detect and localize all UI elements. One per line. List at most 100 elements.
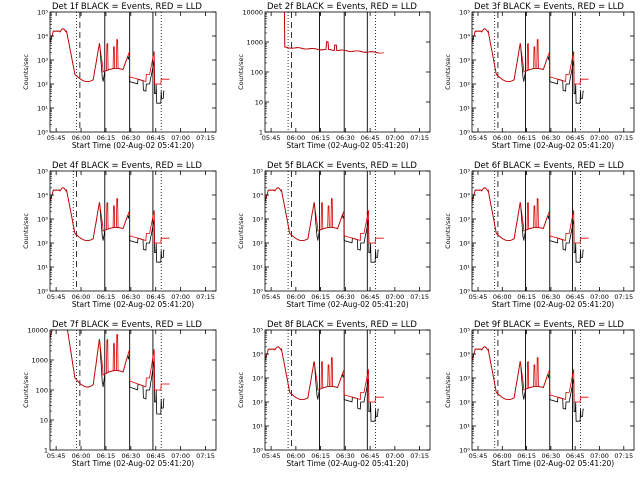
series-lld-line xyxy=(50,187,170,244)
series-events-line xyxy=(472,28,584,104)
panel-title: Det 5f BLACK = Events, RED = LLD xyxy=(267,161,417,171)
x-tick-label: 06:30 xyxy=(121,452,140,460)
x-tick-label: 07:00 xyxy=(385,134,404,142)
panel-title: Det 8f BLACK = Events, RED = LLD xyxy=(267,320,417,330)
plot-frame xyxy=(471,329,635,451)
y-tick-label: 100 xyxy=(36,387,48,395)
panel-det-8: Det 8f BLACK = Events, RED = LLD 10⁰ 10¹ 10… xyxy=(237,320,431,468)
y-tick-label: 10² xyxy=(459,81,470,89)
x-tick-label: 06:15 xyxy=(517,293,536,301)
y-axis-label: Counts/sec xyxy=(22,54,30,90)
y-tick-label: 10² xyxy=(459,399,470,407)
panel-det-2: Det 2f BLACK = Events, RED = LLD 1 10 100 10… xyxy=(237,2,431,150)
y-tick-label: 10⁵ xyxy=(459,168,470,176)
series-lld-line xyxy=(472,187,589,244)
series-lld-line xyxy=(50,28,170,85)
x-tick-label: 07:15 xyxy=(196,452,215,460)
y-tick-label: 10³ xyxy=(252,375,263,383)
panel-title: Det 9f BLACK = Events, RED = LLD xyxy=(474,320,624,330)
y-axis-label: Counts/sec xyxy=(444,213,452,249)
x-tick-label: 05:45 xyxy=(47,293,66,301)
x-tick-label: 06:45 xyxy=(146,293,165,301)
y-tick-label: 10⁰ xyxy=(459,288,470,296)
panel-det-1: Det 1f BLACK = Events, RED = LLD 10⁰ 10¹ 10… xyxy=(22,2,217,150)
y-tick-label: 10⁰ xyxy=(459,129,470,137)
x-tick-label: 06:15 xyxy=(97,134,116,142)
plot-frame xyxy=(49,11,217,133)
y-tick-label: 10² xyxy=(459,240,470,248)
y-tick-label: 10000 xyxy=(242,9,263,17)
x-tick-label: 06:00 xyxy=(493,452,512,460)
y-axis-label: Counts/sec xyxy=(22,213,30,249)
series-events-line xyxy=(284,12,379,54)
y-tick-label: 10⁵ xyxy=(37,168,48,176)
x-tick-label: 06:30 xyxy=(542,452,561,460)
x-axis-label: Start Time (02-Aug-02 05:41:20) xyxy=(72,300,194,309)
y-tick-label: 10⁰ xyxy=(252,447,263,455)
y-tick-label: 10⁵ xyxy=(459,9,470,17)
y-tick-label: 10⁰ xyxy=(37,288,48,296)
y-axis-label: Counts/sec xyxy=(237,54,245,90)
y-tick-label: 10³ xyxy=(459,57,470,65)
y-tick-label: 10² xyxy=(252,240,263,248)
x-tick-label: 05:45 xyxy=(262,452,281,460)
x-tick-label: 06:00 xyxy=(286,452,305,460)
plot-area xyxy=(472,12,589,132)
x-tick-label: 06:15 xyxy=(311,452,330,460)
x-tick-label: 06:30 xyxy=(542,134,561,142)
y-tick-label: 10² xyxy=(37,240,48,248)
plot-area xyxy=(50,12,170,132)
panel-title: Det 2f BLACK = Events, RED = LLD xyxy=(267,2,417,12)
x-tick-label: 06:00 xyxy=(493,134,512,142)
y-tick-label: 100 xyxy=(251,69,263,77)
series-lld-line xyxy=(472,346,589,403)
x-tick-label: 05:45 xyxy=(262,293,281,301)
y-tick-label: 10³ xyxy=(252,216,263,224)
x-axis-label: Start Time (02-Aug-02 05:41:20) xyxy=(492,141,614,150)
y-tick-label: 10¹ xyxy=(252,423,263,431)
plot-area xyxy=(265,330,384,450)
x-tick-label: 06:15 xyxy=(311,134,330,142)
x-tick-label: 05:45 xyxy=(47,134,66,142)
x-tick-label: 06:15 xyxy=(311,293,330,301)
panel-title: Det 3f BLACK = Events, RED = LLD xyxy=(474,2,624,12)
y-tick-label: 10¹ xyxy=(37,105,48,113)
y-tick-label: 10⁵ xyxy=(459,327,470,335)
y-tick-label: 10⁵ xyxy=(252,168,263,176)
x-tick-label: 05:45 xyxy=(469,452,488,460)
series-events-line xyxy=(265,187,379,263)
plot-frame xyxy=(49,329,217,451)
x-tick-label: 05:45 xyxy=(47,452,66,460)
panel-title: Det 7f BLACK = Events, RED = LLD xyxy=(52,320,202,330)
x-tick-label: 07:15 xyxy=(410,293,429,301)
panel-title: Det 4f BLACK = Events, RED = LLD xyxy=(52,161,202,171)
y-tick-label: 1000 xyxy=(31,357,48,365)
y-tick-label: 1000 xyxy=(246,39,263,47)
x-tick-label: 07:00 xyxy=(171,452,190,460)
y-axis-label: Counts/sec xyxy=(444,372,452,408)
y-tick-label: 10⁴ xyxy=(459,351,470,359)
x-tick-label: 06:45 xyxy=(566,452,585,460)
plot-frame xyxy=(264,11,431,133)
y-tick-label: 10¹ xyxy=(459,105,470,113)
series-events-line xyxy=(50,187,165,263)
x-tick-label: 06:15 xyxy=(517,452,536,460)
x-tick-label: 07:00 xyxy=(590,134,609,142)
y-tick-label: 10³ xyxy=(459,216,470,224)
x-tick-label: 07:15 xyxy=(614,293,633,301)
panel-title: Det 1f BLACK = Events, RED = LLD xyxy=(52,2,202,12)
x-axis-label: Start Time (02-Aug-02 05:41:20) xyxy=(286,141,408,150)
x-tick-label: 06:00 xyxy=(72,293,91,301)
x-tick-label: 07:15 xyxy=(614,134,633,142)
x-tick-label: 06:30 xyxy=(336,134,355,142)
series-lld-line xyxy=(265,187,384,244)
plot-frame xyxy=(49,170,217,292)
y-tick-label: 10¹ xyxy=(252,264,263,272)
series-events-line xyxy=(50,28,165,104)
series-events-line xyxy=(472,346,584,422)
y-tick-label: 10³ xyxy=(459,375,470,383)
y-tick-label: 10³ xyxy=(37,216,48,224)
panel-det-6: Det 6f BLACK = Events, RED = LLD 10⁰ 10¹ 10… xyxy=(444,161,635,309)
y-tick-label: 10⁵ xyxy=(252,327,263,335)
y-tick-label: 10⁴ xyxy=(459,33,470,41)
